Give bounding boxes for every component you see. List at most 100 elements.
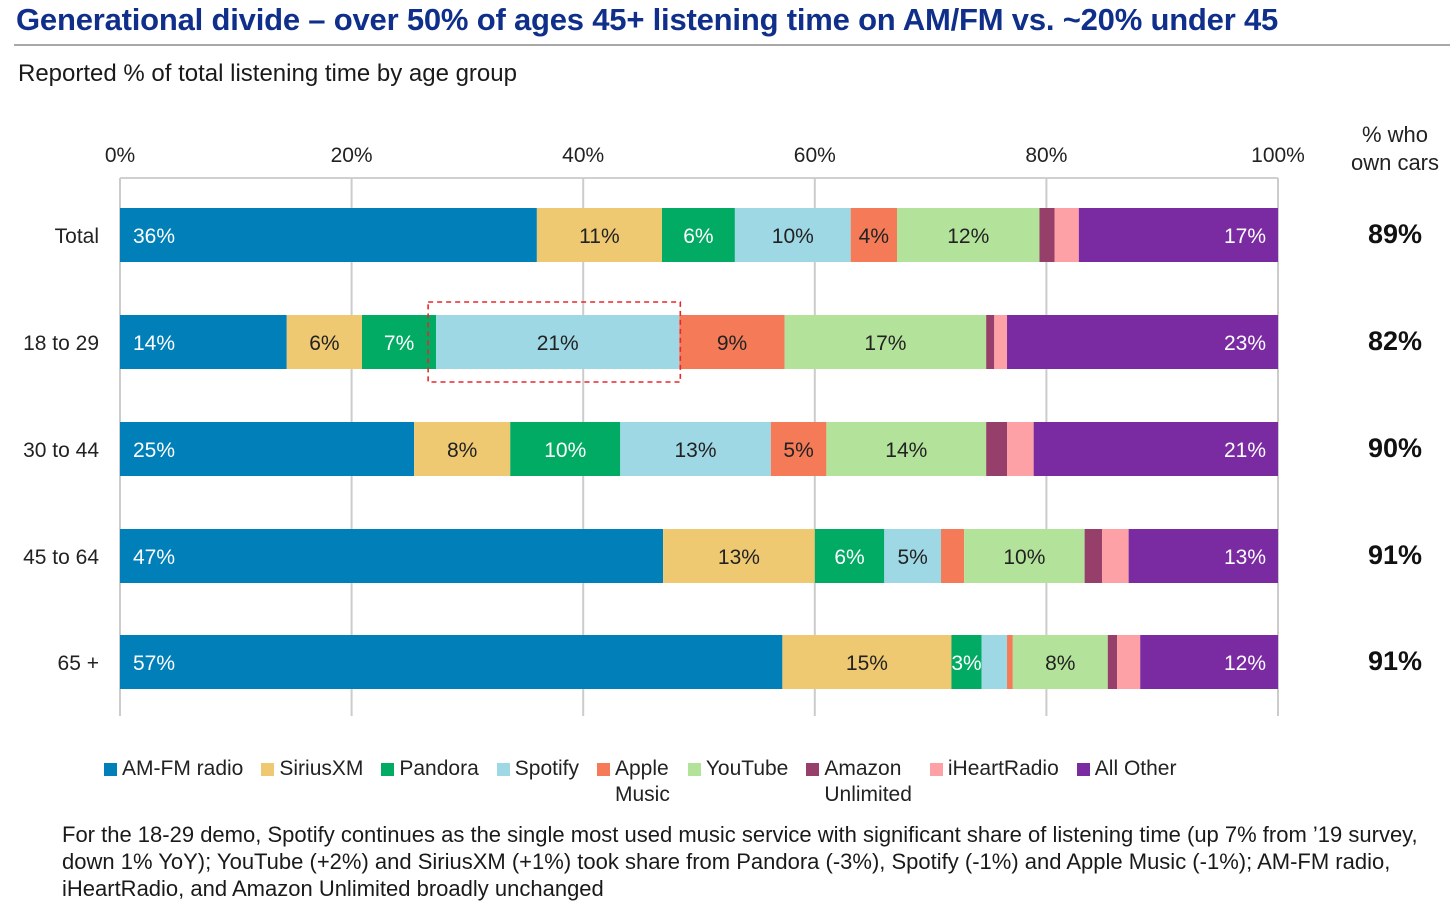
legend-swatch-icon [261, 763, 275, 776]
category-label: 18 to 29 [23, 332, 99, 355]
data-label: 7% [384, 332, 414, 355]
bar-segment-pandora [661, 208, 735, 262]
bar-segment-spotify [436, 315, 680, 369]
bar-segment-am-fm-radio [120, 635, 783, 689]
x-tick-label: 80% [1025, 144, 1067, 167]
legend-label: Apple Music [614, 757, 670, 806]
data-label: 5% [897, 546, 927, 569]
data-label: 10% [1003, 546, 1045, 569]
category-label: Total [55, 225, 99, 248]
data-label: 13% [718, 546, 760, 569]
legend-item: All Other [1076, 756, 1176, 808]
data-label: 47% [133, 546, 175, 569]
bar-segment-apple-music [1007, 635, 1013, 689]
car-ownership-header-line1: % who [1362, 122, 1428, 147]
bar-segment-siriusxm [782, 635, 952, 689]
data-label: 14% [133, 332, 175, 355]
highlight-box [427, 301, 682, 383]
data-label: 6% [683, 225, 713, 248]
car-ownership-value: 90% [1368, 433, 1422, 463]
data-label: 13% [1224, 546, 1266, 569]
bar-segment-all-other [1078, 208, 1278, 262]
legend-item: Spotify [496, 756, 579, 808]
bar-segment-pandora [814, 529, 885, 583]
bar-row: 14% 6% 7% 21% 9% 17% 23% [120, 315, 1278, 369]
data-label: 10% [772, 225, 814, 248]
bar-segment-iheartradio [994, 315, 1008, 369]
legend-item: iHeartRadio [929, 756, 1059, 808]
data-label: 57% [133, 652, 175, 675]
bar-segment-iheartradio [1117, 635, 1141, 689]
bar-segment-iheartradio [1054, 208, 1079, 262]
bar-segment-pandora [362, 315, 437, 369]
bar-segment-all-other [1140, 635, 1278, 689]
bar-segment-apple-music [770, 422, 827, 476]
data-label: 8% [447, 439, 477, 462]
x-tick-label: 60% [794, 144, 836, 167]
data-label: 12% [947, 225, 989, 248]
legend-item: Amazon Unlimited [806, 756, 912, 808]
bar-segment-youtube [964, 529, 1085, 583]
bar-segment-amazon-unlimited [1107, 635, 1118, 689]
car-ownership-header-line2: own cars [1351, 150, 1439, 175]
bars: 36% 11% 6% 10% 4% 12% 17% 14% 6% 7% 21% 9% 17% 23% 25%… [120, 208, 1278, 689]
bar-segment-siriusxm [414, 422, 511, 476]
legend-label: AM-FM radio [122, 757, 244, 780]
bar-segment-youtube [897, 208, 1040, 262]
legend-label: SiriusXM [279, 757, 364, 780]
legend-label: Pandora [399, 757, 479, 780]
legend-swatch-icon [596, 763, 610, 776]
bar-segment-apple-music [941, 529, 965, 583]
data-label: 36% [133, 225, 175, 248]
bar-segment-youtube [826, 422, 987, 476]
bar-row: 36% 11% 6% 10% 4% 12% 17% [120, 208, 1278, 262]
legend-swatch-icon [929, 763, 943, 776]
legend-item: Pandora [381, 756, 479, 808]
data-label: 17% [864, 332, 906, 355]
x-axis-ticks: 0% 20% 40% 60% 80% 100% [105, 144, 1305, 167]
data-label: 5% [783, 439, 813, 462]
data-label: 15% [846, 652, 888, 675]
bar-row: 57% 15% 3% 8% 12% [120, 635, 1278, 689]
legend-swatch-icon [1076, 763, 1090, 776]
bar-segment-iheartradio [1007, 422, 1034, 476]
data-label: 13% [675, 439, 717, 462]
bar-segment-am-fm-radio [120, 529, 664, 583]
x-tick-label: 0% [105, 144, 135, 167]
bar-segment-siriusxm [663, 529, 815, 583]
x-tick-label: 100% [1251, 144, 1305, 167]
bar-segment-siriusxm [286, 315, 363, 369]
legend-item: SiriusXM [261, 756, 363, 808]
chart-subtitle: Reported % of total listening time by ag… [18, 60, 517, 87]
data-label: 25% [133, 439, 175, 462]
legend-item: Apple Music [596, 756, 670, 808]
bar-segment-spotify [734, 208, 851, 262]
bar-segment-all-other [1128, 529, 1278, 583]
data-label: 21% [537, 332, 579, 355]
bar-segment-amazon-unlimited [986, 315, 995, 369]
legend-swatch-icon [806, 763, 820, 776]
bar-segment-amazon-unlimited [986, 422, 1008, 476]
legend-swatch-icon [381, 763, 395, 776]
data-label: 10% [544, 439, 586, 462]
data-label: 14% [885, 439, 927, 462]
bar-segment-am-fm-radio [120, 208, 537, 262]
data-label: 17% [1224, 225, 1266, 248]
legend-item: YouTube [687, 756, 789, 808]
bar-segment-youtube [1012, 635, 1108, 689]
x-tick-label: 40% [562, 144, 604, 167]
car-ownership-value: 91% [1368, 540, 1422, 570]
footnote: For the 18-29 demo, Spotify continues as… [62, 822, 1418, 901]
bar-segment-iheartradio [1101, 529, 1129, 583]
legend-label: YouTube [705, 757, 789, 780]
x-tick-label: 20% [331, 144, 373, 167]
data-label: 11% [579, 225, 619, 248]
highlight-dashed-box [427, 301, 682, 383]
legend-label: iHeartRadio [947, 757, 1059, 780]
bar-segment-youtube [784, 315, 987, 369]
data-label: 6% [309, 332, 339, 355]
legend: AM-FM radio SiriusXM Pandora Spotify Apple M… [104, 756, 1194, 808]
car-ownership-value: 91% [1368, 646, 1422, 676]
bar-segment-am-fm-radio [120, 315, 287, 369]
